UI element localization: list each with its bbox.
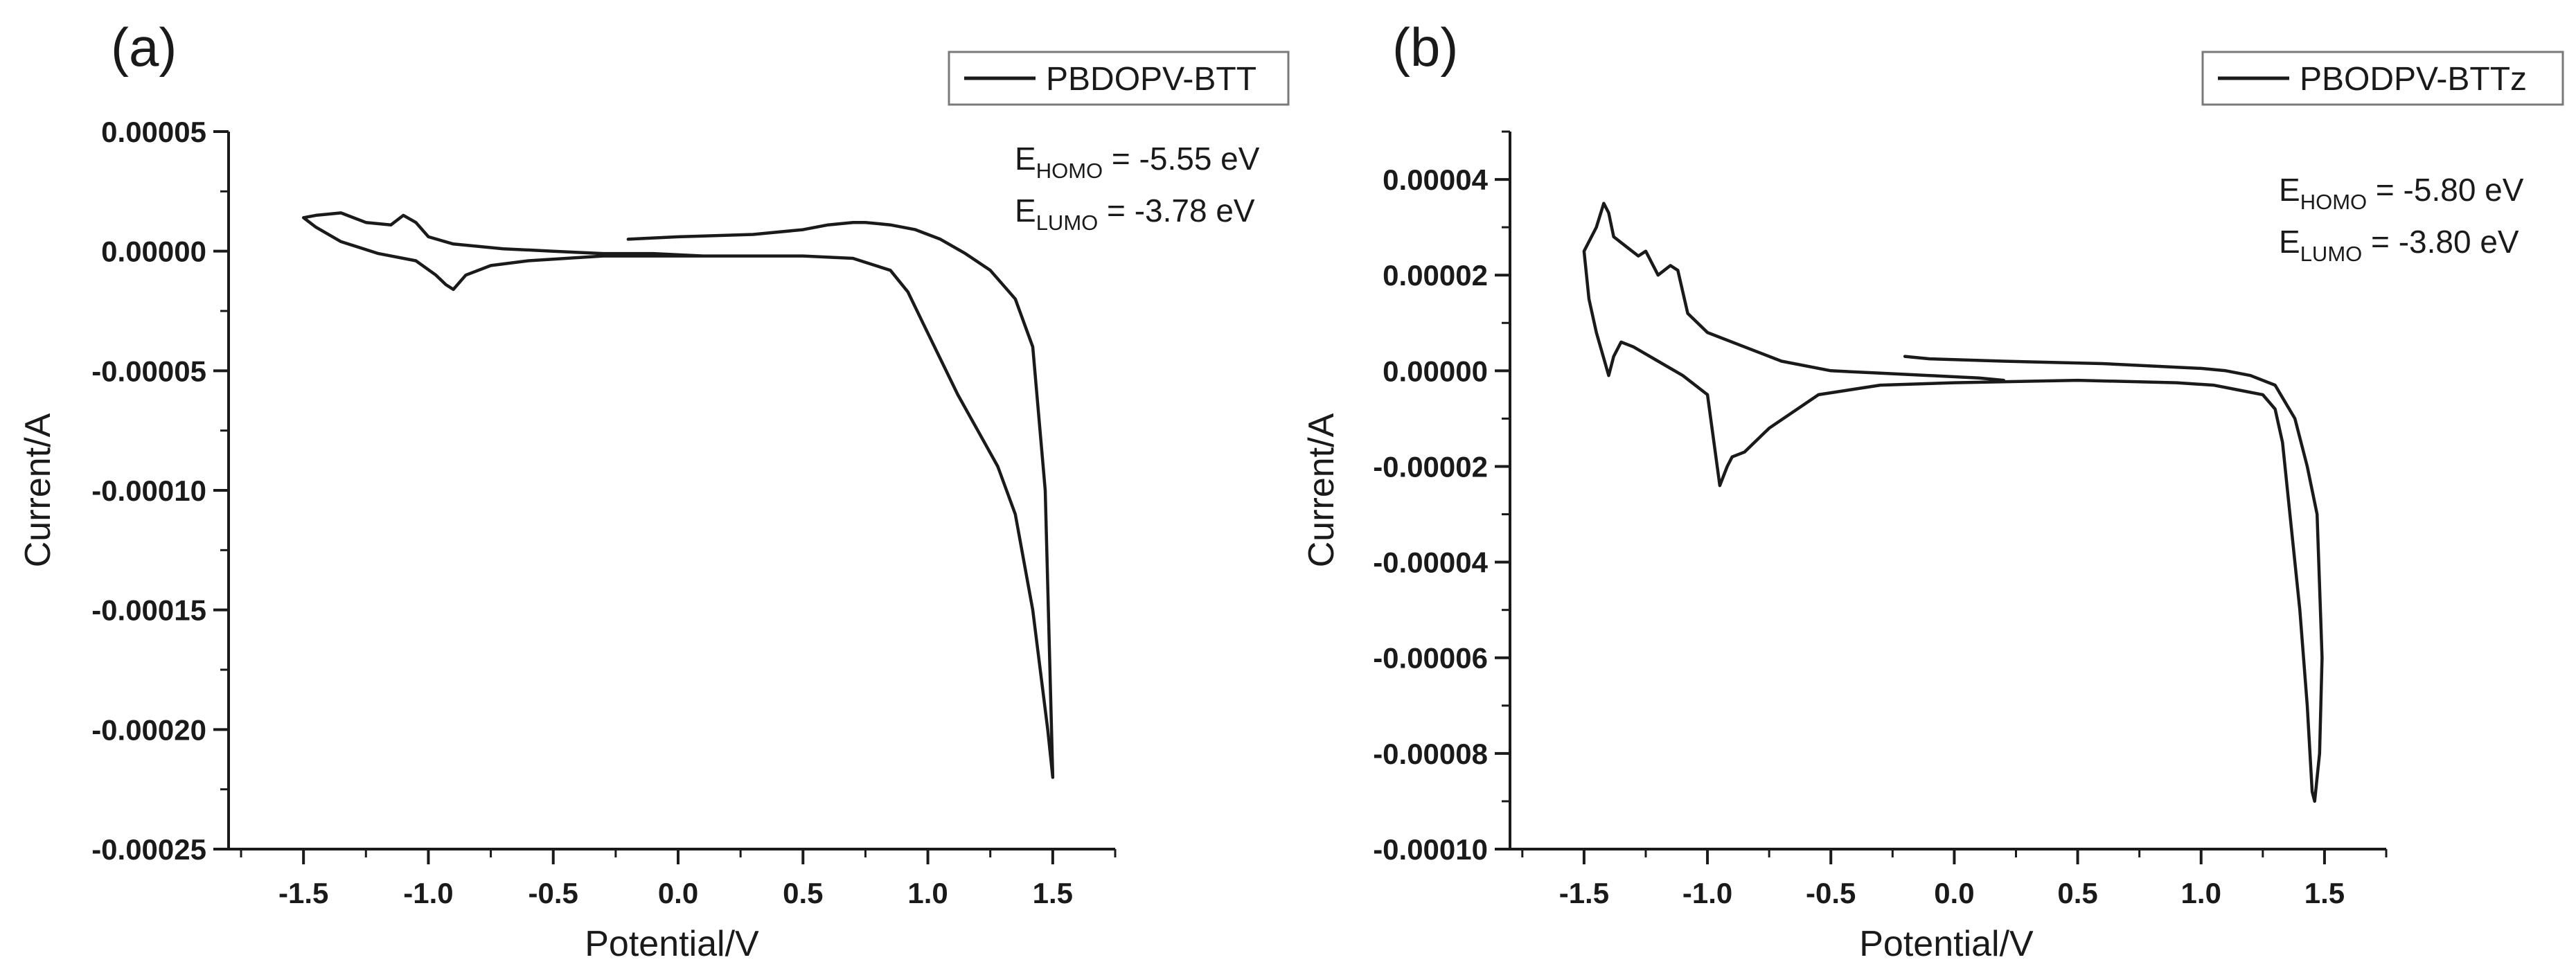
y-axis-title: Current/A — [1302, 413, 1342, 567]
legend-entry-label: PBODPV-BTTz — [2300, 61, 2527, 98]
y-tick-label: 0.00005 — [101, 116, 206, 148]
lumo-annotation: ELUMO = -3.80 eV — [2279, 224, 2519, 266]
x-tick-label: 1.5 — [2304, 877, 2345, 909]
homo-annotation: EHOMO = -5.55 eV — [1015, 141, 1260, 183]
y-axis-title: Current/A — [18, 413, 58, 567]
annotation-subscript: LUMO — [1036, 211, 1099, 235]
x-tick-label: 0.5 — [783, 877, 823, 909]
x-tick-label: -1.0 — [403, 877, 453, 909]
y-tick-label: -0.00006 — [1373, 642, 1488, 675]
panel-label: (b) — [1392, 17, 1458, 78]
y-tick-label: -0.00002 — [1373, 450, 1488, 483]
x-tick-label: 0.5 — [2057, 877, 2097, 909]
x-tick-label: -0.5 — [528, 877, 578, 909]
x-axis-title: Potential/V — [585, 924, 759, 964]
annotation-value: = -3.78 eV — [1098, 193, 1255, 229]
y-tick-label: 0.00000 — [101, 235, 206, 268]
x-axis-title: Potential/V — [1859, 924, 2034, 964]
panel-label: (a) — [111, 17, 177, 78]
y-tick-label: -0.00025 — [91, 833, 206, 866]
x-tick-label: -0.5 — [1806, 877, 1856, 909]
y-tick-label: 0.00002 — [1383, 259, 1488, 292]
annotation-symbol: E — [2279, 224, 2300, 260]
x-tick-label: -1.5 — [1559, 877, 1609, 909]
y-tick-label: -0.00008 — [1373, 738, 1488, 770]
y-tick-label: 0.00004 — [1383, 163, 1488, 196]
annotation-symbol: E — [2279, 172, 2300, 208]
annotation-symbol: E — [1015, 193, 1036, 229]
cv-curve — [301, 211, 1055, 779]
cv-curve — [1582, 202, 2324, 803]
y-tick-label: -0.00010 — [1373, 833, 1488, 866]
y-tick-label: -0.00005 — [91, 355, 206, 387]
x-tick-label: 0.0 — [1934, 877, 1974, 909]
panel-a: (a) -1.5 -1.0 -0.5 0.0 0.5 1.0 1.5 0.00005 0.0000… — [18, 17, 1290, 964]
x-tick-label: 1.5 — [1033, 877, 1073, 909]
annotation-subscript: LUMO — [2300, 242, 2363, 266]
lumo-annotation: ELUMO = -3.78 eV — [1015, 193, 1255, 235]
x-tick-label: 1.0 — [907, 877, 948, 909]
y-tick-label: -0.00010 — [91, 474, 206, 507]
x-tick-label: -1.5 — [278, 877, 328, 909]
y-tick-label: 0.00000 — [1383, 355, 1488, 387]
annotation-subscript: HOMO — [2300, 190, 2367, 214]
annotation-subscript: HOMO — [1036, 159, 1103, 183]
annotation-value: = -5.80 eV — [2367, 172, 2524, 208]
homo-annotation: EHOMO = -5.80 eV — [2279, 172, 2524, 214]
panel-b: (b) -1.5 -1.0 -0.5 0.0 0.5 1.0 1.5 0.00004 0.0000… — [1302, 17, 2564, 964]
annotation-value: = -3.80 eV — [2362, 224, 2519, 260]
legend-entry-label: PBDOPV-BTT — [1046, 61, 1256, 98]
y-tick-label: -0.00004 — [1373, 546, 1488, 579]
y-tick-label: -0.00015 — [91, 594, 206, 627]
x-tick-label: -1.0 — [1682, 877, 1732, 909]
x-tick-label: 1.0 — [2181, 877, 2221, 909]
annotation-symbol: E — [1015, 141, 1036, 177]
annotation-value: = -5.55 eV — [1103, 141, 1260, 177]
x-tick-label: 0.0 — [658, 877, 698, 909]
y-tick-label: -0.00020 — [91, 713, 206, 746]
